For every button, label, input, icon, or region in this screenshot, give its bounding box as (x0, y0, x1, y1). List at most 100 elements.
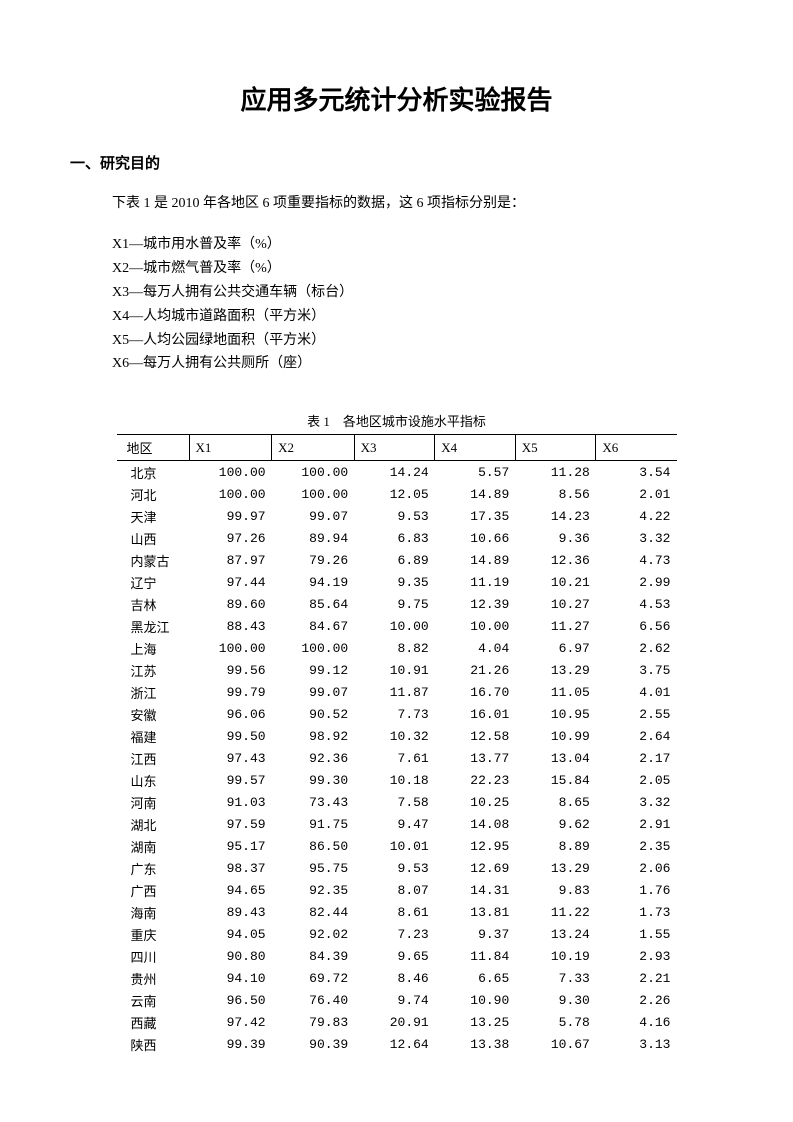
cell-value: 13.29 (515, 857, 596, 879)
cell-region: 安徽 (117, 703, 190, 725)
table-row: 辽宁97.4494.199.3511.1910.212.99 (117, 571, 677, 593)
cell-value: 12.05 (354, 483, 435, 505)
indicator-item: X2—城市燃气普及率（%） (112, 257, 723, 281)
cell-value: 5.78 (515, 1011, 596, 1033)
cell-region: 河南 (117, 791, 190, 813)
cell-value: 98.92 (272, 725, 355, 747)
cell-region: 吉林 (117, 593, 190, 615)
cell-value: 16.01 (435, 703, 516, 725)
cell-value: 82.44 (272, 901, 355, 923)
cell-value: 9.30 (515, 989, 596, 1011)
cell-value: 85.64 (272, 593, 355, 615)
cell-value: 4.22 (596, 505, 677, 527)
cell-value: 98.37 (189, 857, 272, 879)
cell-value: 84.67 (272, 615, 355, 637)
cell-value: 9.83 (515, 879, 596, 901)
cell-value: 11.84 (435, 945, 516, 967)
table-body: 北京100.00100.0014.245.5711.283.54河北100.00… (117, 461, 677, 1056)
cell-value: 8.56 (515, 483, 596, 505)
cell-value: 10.00 (354, 615, 435, 637)
cell-value: 13.29 (515, 659, 596, 681)
cell-value: 12.69 (435, 857, 516, 879)
cell-value: 90.52 (272, 703, 355, 725)
cell-value: 96.06 (189, 703, 272, 725)
table-row: 浙江99.7999.0711.8716.7011.054.01 (117, 681, 677, 703)
cell-value: 10.25 (435, 791, 516, 813)
cell-value: 95.75 (272, 857, 355, 879)
cell-value: 9.37 (435, 923, 516, 945)
cell-region: 海南 (117, 901, 190, 923)
cell-value: 2.91 (596, 813, 677, 835)
cell-value: 86.50 (272, 835, 355, 857)
table-row: 山东99.5799.3010.1822.2315.842.05 (117, 769, 677, 791)
cell-value: 9.75 (354, 593, 435, 615)
cell-value: 99.07 (272, 681, 355, 703)
header-x5: X5 (515, 435, 596, 461)
cell-value: 10.32 (354, 725, 435, 747)
cell-value: 2.26 (596, 989, 677, 1011)
cell-value: 10.67 (515, 1033, 596, 1055)
header-x3: X3 (354, 435, 435, 461)
table-row: 西藏97.4279.8320.9113.255.784.16 (117, 1011, 677, 1033)
cell-value: 13.04 (515, 747, 596, 769)
cell-value: 10.91 (354, 659, 435, 681)
cell-value: 2.62 (596, 637, 677, 659)
cell-value: 97.43 (189, 747, 272, 769)
cell-value: 69.72 (272, 967, 355, 989)
cell-value: 10.27 (515, 593, 596, 615)
cell-value: 100.00 (189, 461, 272, 484)
indicator-item: X1—城市用水普及率（%） (112, 233, 723, 257)
header-x1: X1 (189, 435, 272, 461)
cell-value: 3.75 (596, 659, 677, 681)
cell-region: 湖南 (117, 835, 190, 857)
table-row: 湖北97.5991.759.4714.089.622.91 (117, 813, 677, 835)
table-row: 河北100.00100.0012.0514.898.562.01 (117, 483, 677, 505)
cell-value: 13.77 (435, 747, 516, 769)
header-x2: X2 (272, 435, 355, 461)
table-row: 福建99.5098.9210.3212.5810.992.64 (117, 725, 677, 747)
indicator-item: X4—人均城市道路面积（平方米） (112, 305, 723, 329)
cell-value: 97.59 (189, 813, 272, 835)
cell-value: 8.07 (354, 879, 435, 901)
cell-value: 2.17 (596, 747, 677, 769)
cell-value: 95.17 (189, 835, 272, 857)
cell-value: 100.00 (189, 483, 272, 505)
cell-value: 7.23 (354, 923, 435, 945)
cell-value: 9.74 (354, 989, 435, 1011)
cell-value: 91.75 (272, 813, 355, 835)
cell-value: 97.44 (189, 571, 272, 593)
cell-value: 9.47 (354, 813, 435, 835)
cell-value: 9.36 (515, 527, 596, 549)
cell-region: 江苏 (117, 659, 190, 681)
cell-value: 6.89 (354, 549, 435, 571)
cell-value: 12.36 (515, 549, 596, 571)
indicator-item: X3—每万人拥有公共交通车辆（标台） (112, 281, 723, 305)
cell-region: 辽宁 (117, 571, 190, 593)
cell-value: 10.21 (515, 571, 596, 593)
cell-value: 17.35 (435, 505, 516, 527)
table-caption: 表 1 各地区城市设施水平指标 (70, 411, 723, 430)
cell-value: 100.00 (189, 637, 272, 659)
cell-value: 76.40 (272, 989, 355, 1011)
cell-region: 上海 (117, 637, 190, 659)
cell-value: 99.12 (272, 659, 355, 681)
cell-value: 9.35 (354, 571, 435, 593)
table-row: 吉林89.6085.649.7512.3910.274.53 (117, 593, 677, 615)
data-table: 地区 X1 X2 X3 X4 X5 X6 北京100.00100.0014.24… (117, 434, 677, 1055)
table-row: 山西97.2689.946.8310.669.363.32 (117, 527, 677, 549)
cell-value: 79.26 (272, 549, 355, 571)
cell-region: 西藏 (117, 1011, 190, 1033)
header-region: 地区 (117, 435, 190, 461)
cell-value: 8.89 (515, 835, 596, 857)
cell-region: 广东 (117, 857, 190, 879)
cell-value: 2.05 (596, 769, 677, 791)
cell-value: 1.73 (596, 901, 677, 923)
cell-value: 90.80 (189, 945, 272, 967)
cell-value: 10.19 (515, 945, 596, 967)
section-heading: 一、研究目的 (70, 152, 723, 173)
cell-region: 陕西 (117, 1033, 190, 1055)
cell-region: 山东 (117, 769, 190, 791)
cell-region: 贵州 (117, 967, 190, 989)
cell-value: 89.43 (189, 901, 272, 923)
cell-value: 99.79 (189, 681, 272, 703)
